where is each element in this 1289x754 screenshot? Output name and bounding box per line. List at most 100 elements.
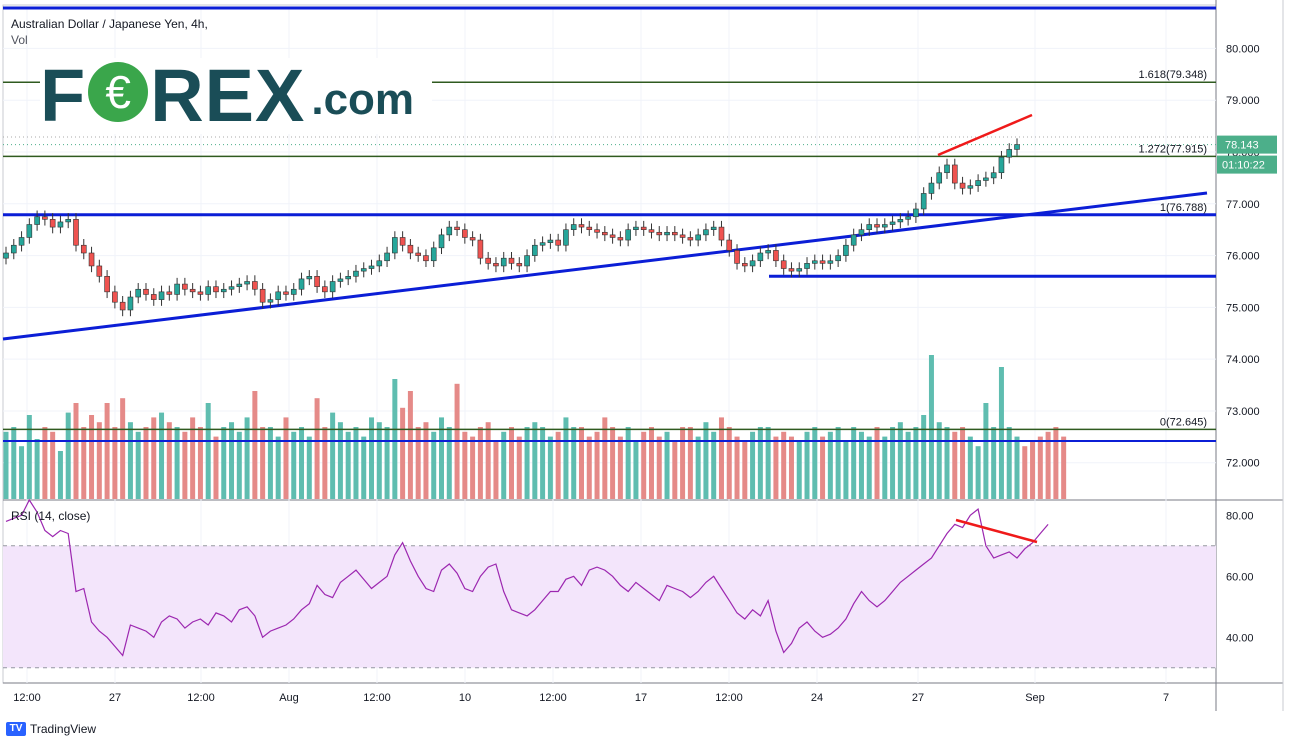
rising-trendline — [2, 191, 1208, 341]
candle-body — [228, 286, 235, 290]
volume-bar — [734, 436, 740, 499]
candle-body — [189, 288, 196, 293]
candle-body — [143, 288, 149, 295]
price-tick-label: 77.000 — [1226, 199, 1260, 211]
time-tick-label: 7 — [1163, 692, 1169, 704]
volume-bar — [586, 436, 592, 499]
volume-bar — [19, 446, 25, 499]
candle-body — [811, 260, 818, 264]
candle-body — [555, 239, 561, 246]
volume-bar — [812, 427, 818, 499]
volume-bar — [260, 427, 266, 499]
candle-body — [881, 224, 888, 228]
candle-body — [469, 237, 476, 241]
volume-bar — [750, 431, 756, 499]
volume-bar — [439, 417, 445, 499]
price-divergence-line — [937, 113, 1033, 157]
candle-body — [34, 216, 40, 225]
candle-body — [10, 244, 17, 254]
volume-bar — [501, 431, 507, 499]
candle-body — [524, 255, 530, 267]
rsi-plot — [5, 498, 1049, 657]
volume-bar — [547, 436, 553, 499]
volume-bar — [96, 422, 102, 499]
volume-bar — [540, 427, 546, 499]
volume-bar — [874, 427, 880, 499]
candle-body — [415, 252, 421, 256]
tradingview-brand[interactable]: TV TradingView — [6, 722, 96, 736]
candle-body — [951, 164, 958, 184]
candle-body — [664, 231, 670, 236]
price-tick-label: 72.000 — [1226, 458, 1260, 470]
logo-text-dotcom: .com — [311, 75, 415, 124]
candle-body — [695, 234, 701, 241]
candle-body — [858, 229, 865, 236]
candle-body — [42, 216, 48, 220]
candle-body — [734, 250, 740, 264]
volume-bar — [135, 431, 141, 499]
volume-bar — [415, 427, 421, 499]
volume-bar — [897, 422, 903, 499]
volume-bar — [656, 436, 662, 499]
candle-body — [150, 294, 157, 300]
time-tick-label: Aug — [279, 692, 299, 704]
candle-body — [897, 219, 904, 223]
candle-body — [602, 231, 608, 236]
candle-body — [454, 226, 460, 230]
volume-bar — [851, 427, 857, 499]
volume-bar — [166, 422, 172, 499]
volume-bar — [602, 417, 608, 499]
volume-bar — [890, 427, 896, 499]
volume-bar — [571, 427, 577, 499]
candle-body — [407, 244, 414, 254]
tradingview-icon: TV — [6, 722, 26, 736]
volume-bar — [174, 427, 180, 499]
candle-body — [687, 237, 694, 241]
logo-coin-icon: € — [88, 62, 149, 122]
candle-body — [112, 291, 118, 303]
volume-bar — [143, 427, 149, 499]
candle-body — [516, 263, 523, 267]
volume-bar — [65, 412, 71, 499]
volume-bar — [680, 427, 686, 499]
candle-body — [975, 180, 981, 186]
candle-body — [913, 208, 919, 218]
volume-bar — [376, 422, 382, 499]
volume-bar — [159, 412, 165, 499]
volume-bar — [431, 431, 437, 499]
volume-bar — [509, 427, 514, 499]
candle-body — [905, 216, 911, 220]
rsi-overbought-band — [3, 545, 1216, 668]
volume-bar — [711, 431, 717, 499]
candle-body — [337, 278, 344, 282]
candles — [3, 138, 1020, 317]
candle-body — [703, 229, 709, 236]
logo-text-rex: REX — [150, 54, 306, 137]
candle-body — [493, 263, 499, 267]
volume-bar — [34, 439, 40, 499]
candle-body — [874, 224, 880, 228]
volume-bar — [913, 427, 919, 499]
volume-bar — [423, 422, 429, 499]
volume-bar — [1053, 427, 1059, 499]
candle-body — [252, 281, 258, 290]
volume-bar — [804, 431, 810, 499]
volume-bar — [672, 441, 678, 499]
price-tick-label: 79.000 — [1226, 95, 1260, 107]
rsi-band — [3, 545, 1216, 669]
candle-body — [617, 237, 624, 241]
candle-body — [119, 301, 126, 311]
candle-body — [283, 291, 289, 295]
candle-body — [672, 231, 678, 236]
candle-body — [26, 224, 33, 238]
volume-bar — [928, 355, 934, 499]
volume-bar — [578, 427, 584, 499]
volume-bar — [944, 427, 950, 499]
price-tick-label: 80.000 — [1226, 43, 1260, 55]
candle-body — [314, 276, 320, 287]
volume-bar — [3, 431, 9, 499]
rsi-line — [5, 498, 1049, 657]
volume-bar — [664, 431, 670, 499]
